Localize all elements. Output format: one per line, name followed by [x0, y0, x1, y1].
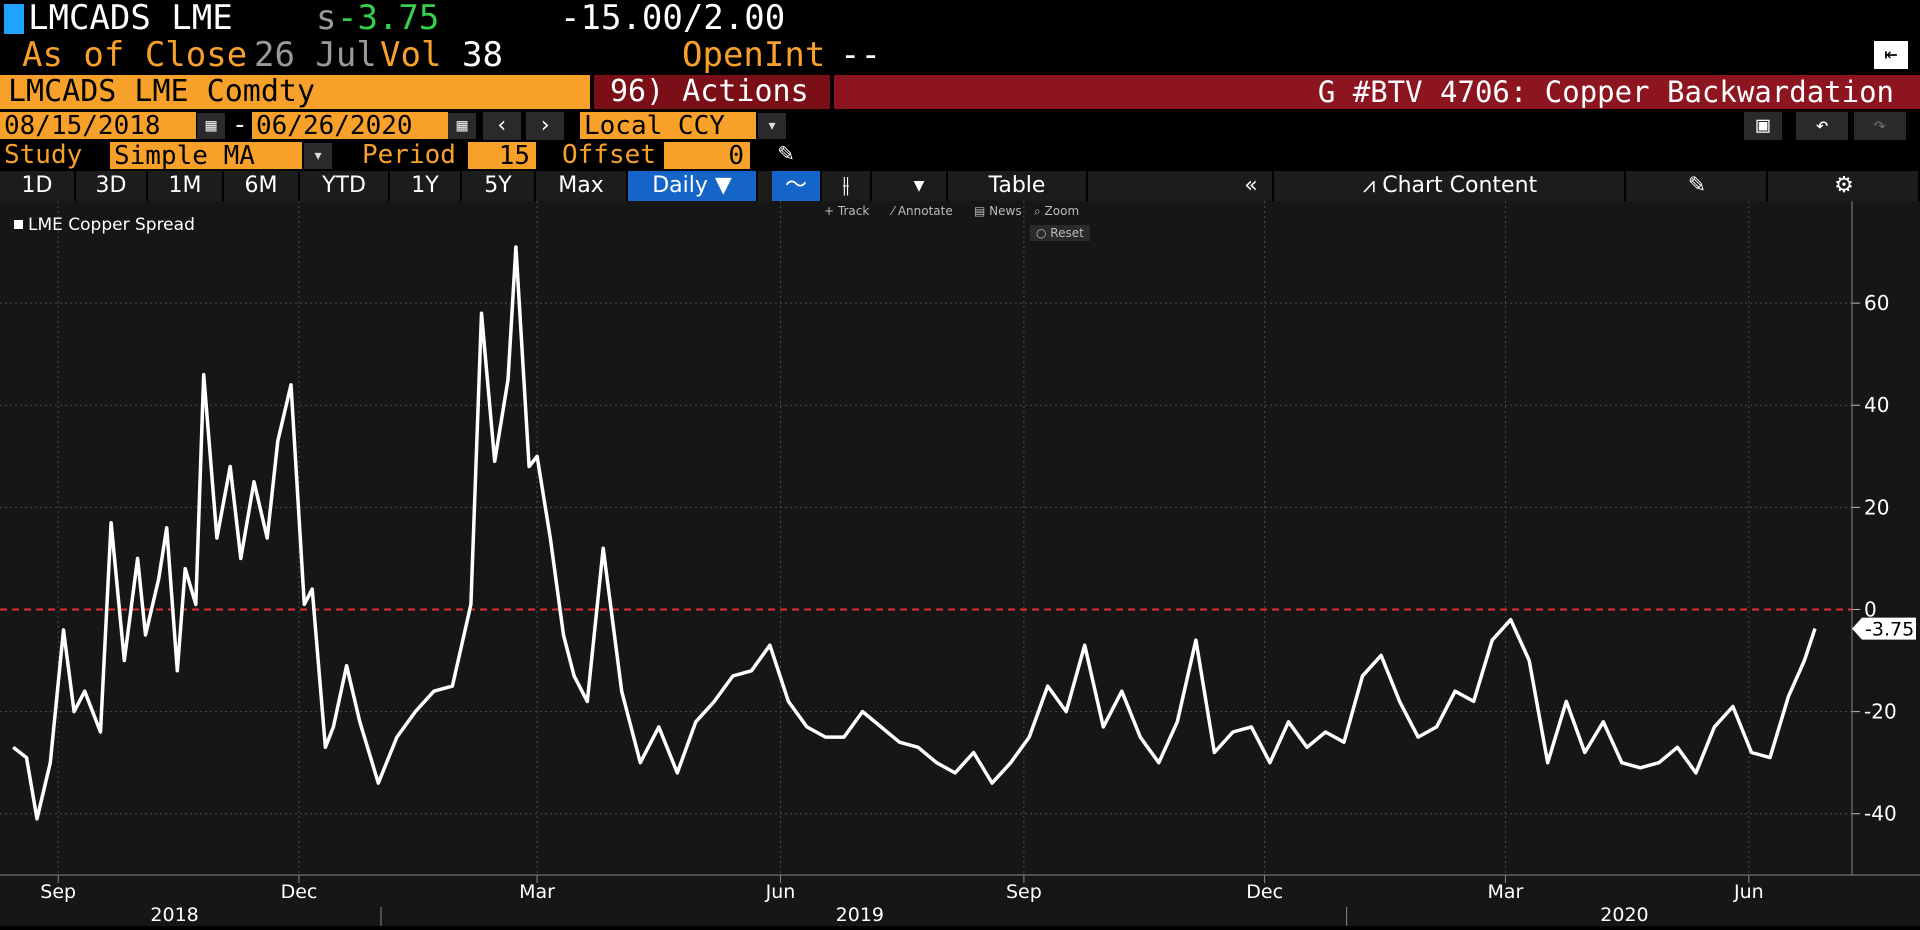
legend-swatch [14, 220, 23, 229]
table-button[interactable]: Table [948, 171, 1088, 201]
actions-label: Actions [682, 74, 809, 109]
pencil-icon[interactable]: ✎ [778, 138, 794, 168]
calendar-icon[interactable]: ▦ [197, 113, 225, 139]
volume-value: 38 [462, 35, 503, 75]
study-bar: Study Simple MA ▾ Period 15 Offset 0 ✎ [0, 138, 1920, 171]
y-tick-label: 40 [1864, 393, 1889, 417]
tab-3d[interactable]: 3D [76, 171, 148, 201]
line-chart: 60 40 20 0 -20 -40 LME Copper Spread -3.75 Sep De… [0, 201, 1920, 926]
track-tool[interactable]: + Track [824, 204, 870, 218]
volume-label: Vol [380, 35, 442, 75]
x-tick-label: Mar [519, 881, 555, 903]
security-bar: LMCADS LME Comdty 96) Actions ▼ G #BTV 4… [0, 73, 1920, 139]
quote-subheader: As of Close 26 Jul Vol 38 OpenInt -- ⇤ [0, 37, 1920, 73]
undo-icon[interactable]: ↶ [1796, 112, 1848, 140]
chevron-down-icon[interactable]: ▾ [758, 113, 786, 139]
period-input[interactable]: 15 [468, 142, 536, 170]
x-tick-label: Sep [1006, 881, 1042, 903]
redo-icon[interactable]: ↷ [1854, 112, 1906, 140]
tab-5y[interactable]: 5Y [462, 171, 536, 201]
line-chart-icon[interactable]: 〜 [772, 171, 822, 201]
news-tool[interactable]: ▤ News [974, 204, 1022, 218]
chart-title: G #BTV 4706: Copper Backwardation [834, 75, 1920, 109]
x-tick-label: Dec [281, 881, 318, 903]
security-field[interactable]: LMCADS LME Comdty [0, 75, 590, 109]
play-icon[interactable]: ▣ [1744, 112, 1782, 140]
quote-header: LMCADS LME s -3.75 -15.00/2.00 [0, 0, 1920, 37]
x-tick-label: Dec [1246, 881, 1283, 903]
collapse-icon[interactable]: « [1230, 171, 1274, 201]
date-separator: - [232, 110, 248, 140]
as-of-date: 26 Jul [254, 35, 377, 75]
chart-area[interactable]: + Track ⁄ Annotate ▤ News ⌕ Zoom ○ Reset… [0, 201, 1920, 926]
tab-1m[interactable]: 1M [148, 171, 224, 201]
ticker-name: LMCADS LME [28, 0, 233, 38]
price-range: -15.00/2.00 [560, 0, 786, 38]
study-label: Study [4, 140, 83, 170]
settle-prefix: s [316, 0, 337, 38]
chevron-down-icon: ▼ [714, 173, 732, 198]
frequency-select[interactable]: Daily ▼ [628, 171, 758, 201]
tab-ytd[interactable]: YTD [300, 171, 390, 201]
y-tick-label: 0 [1864, 597, 1877, 621]
period-label: Period [362, 140, 456, 170]
chart-content-button[interactable]: ⩘ Chart Content [1276, 171, 1626, 201]
actions-menu[interactable]: 96) Actions ▼ [594, 74, 830, 139]
annotate-tool[interactable]: ⁄ Annotate [892, 204, 953, 218]
news-label: News [989, 204, 1022, 218]
tab-max[interactable]: Max [536, 171, 628, 201]
plot-background [0, 201, 1920, 926]
annotate-label: Annotate [897, 204, 953, 218]
edit-chart-icon[interactable]: ✎ [1628, 171, 1768, 201]
currency-select[interactable]: Local CCY [580, 112, 756, 140]
y-tick-label: 20 [1864, 495, 1889, 519]
year-label: 2018 [150, 904, 198, 926]
y-tick-label: -20 [1864, 700, 1897, 724]
actions-number: 96) [610, 74, 665, 109]
next-period-button[interactable]: › [526, 112, 564, 140]
offset-label: Offset [562, 140, 656, 170]
x-tick-label: Jun [765, 881, 796, 903]
legend-label: LME Copper Spread [28, 215, 195, 235]
offset-input[interactable]: 0 [664, 142, 750, 170]
export-icon[interactable]: ⇤ [1874, 41, 1908, 69]
year-label: 2020 [1600, 904, 1648, 926]
frequency-label: Daily [652, 173, 708, 198]
track-label: Track [837, 204, 870, 218]
x-tick-label: Mar [1487, 881, 1523, 903]
timeframe-tabs: 1D 3D 1M 6M YTD 1Y 5Y Max Daily ▼ 〜 ⫲ ▼ … [0, 171, 1920, 201]
openint-label: OpenInt [682, 35, 826, 75]
start-date-input[interactable]: 08/15/2018 [0, 112, 196, 140]
gear-icon[interactable]: ⚙ [1770, 171, 1920, 201]
study-select[interactable]: Simple MA [110, 142, 302, 170]
last-value-label: -3.75 [1865, 619, 1914, 641]
date-range-bar: 08/15/2018 ▦ - 06/26/2020 ▦ ‹ › Local CC… [0, 111, 1920, 141]
bar-chart-icon[interactable]: ⫲ [822, 171, 872, 201]
calendar-icon[interactable]: ▦ [448, 113, 476, 139]
zoom-tool[interactable]: ⌕ Zoom [1034, 204, 1080, 218]
reset-button[interactable]: ○ Reset [1030, 225, 1090, 241]
tab-6m[interactable]: 6M [224, 171, 300, 201]
chart-content-label: Chart Content [1382, 173, 1538, 198]
x-tick-label: Jun [1733, 881, 1764, 903]
last-value-tag [1852, 617, 1916, 640]
prev-period-button[interactable]: ‹ [483, 112, 521, 140]
chart-icon: ⩘ [1362, 173, 1383, 198]
tab-1d[interactable]: 1D [0, 171, 76, 201]
cursor-block [4, 4, 24, 34]
year-label: 2019 [836, 904, 884, 926]
chevron-down-icon[interactable]: ▼ [892, 171, 948, 201]
end-date-input[interactable]: 06/26/2020 [252, 112, 448, 140]
y-tick-label: -40 [1864, 802, 1897, 826]
zoom-label: Zoom [1044, 204, 1080, 218]
last-price: -3.75 [337, 0, 440, 38]
openint-value: -- [840, 35, 881, 75]
tab-1y[interactable]: 1Y [390, 171, 462, 201]
y-tick-label: 60 [1864, 291, 1889, 315]
x-tick-label: Sep [40, 881, 76, 903]
series-line-copper-spread [12, 245, 1817, 821]
as-of-label: As of Close [22, 35, 248, 75]
chevron-down-icon[interactable]: ▾ [304, 143, 332, 169]
reset-label: Reset [1050, 226, 1084, 240]
